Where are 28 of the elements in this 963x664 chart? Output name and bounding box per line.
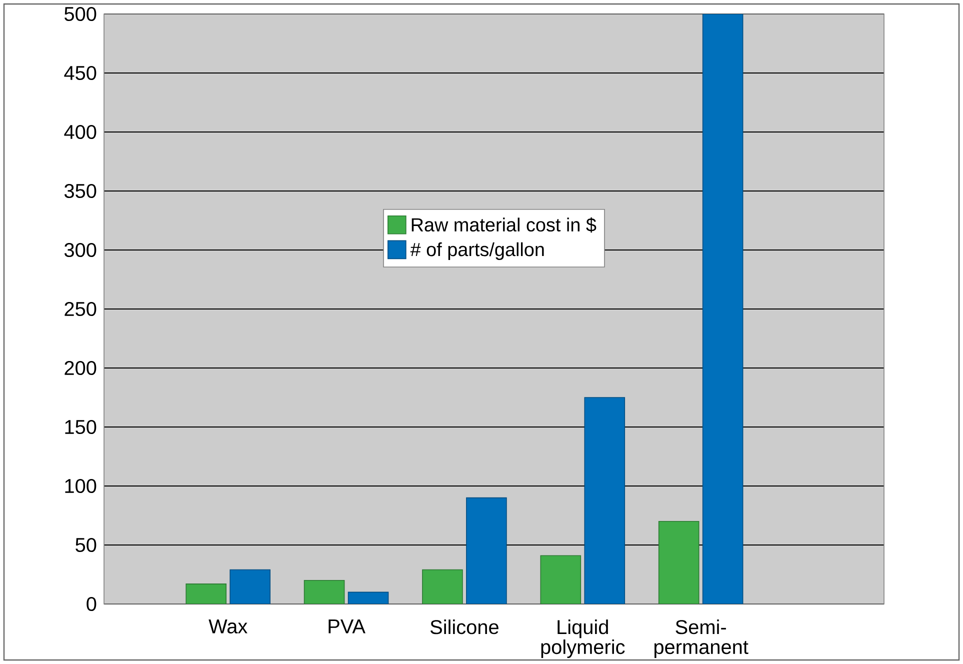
bar [422, 569, 463, 604]
bar [702, 14, 744, 604]
bar [658, 521, 700, 604]
y-tick-label: 450 [64, 66, 96, 80]
x-tick-label: Semi-permanent [654, 620, 748, 658]
bar [230, 569, 270, 604]
bar [466, 497, 507, 604]
x-tick-label: Liquid polymeric [541, 620, 625, 658]
y-tick-label: 100 [65, 478, 96, 494]
bar [348, 592, 388, 604]
y-tick-label: 250 [64, 302, 96, 316]
bar [540, 555, 582, 604]
legend-label: Raw material cost in $ [412, 217, 596, 233]
y-tick-label: 500 [64, 6, 96, 22]
y-tick-label: 300 [64, 242, 96, 258]
y-tick-label: 150 [65, 420, 96, 434]
y-tick-label: 350 [64, 184, 96, 198]
bar [584, 397, 626, 604]
y-tick-label: 50 [76, 538, 96, 552]
legend-label: # of parts/gallon [410, 242, 544, 260]
y-tick-label: 0 [86, 596, 96, 612]
bar [186, 584, 226, 604]
x-tick-label: Wax [208, 620, 248, 634]
x-tick-label: PVA [328, 620, 366, 634]
bar [304, 580, 345, 604]
x-tick-label: Silicone [430, 620, 498, 634]
y-tick-label: 400 [64, 124, 96, 140]
y-tick-label: 200 [64, 360, 96, 376]
